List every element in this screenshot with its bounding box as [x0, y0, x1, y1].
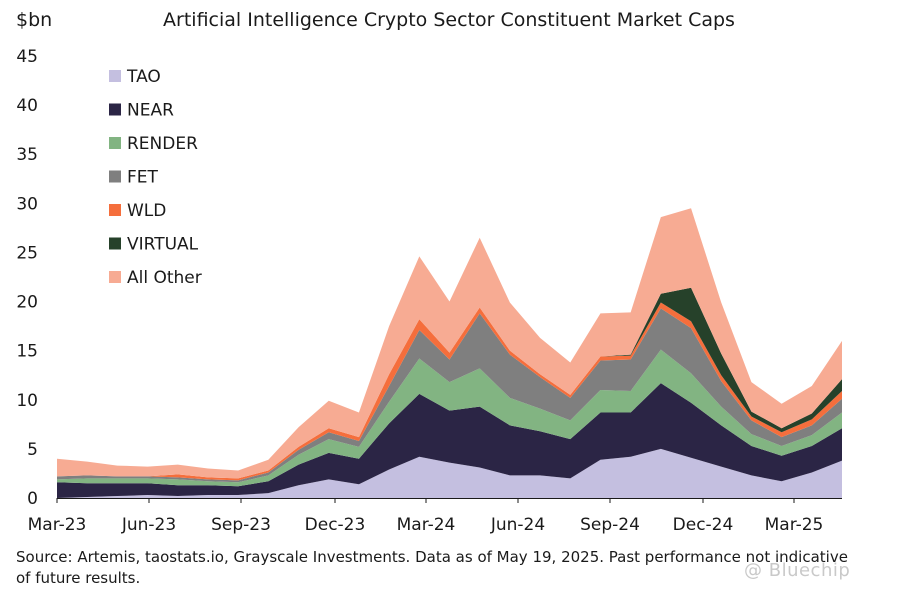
y-tick-label: 15 [16, 342, 38, 362]
y-tick-label: 40 [16, 96, 38, 116]
legend-swatch [109, 103, 121, 116]
y-tick-label: 20 [16, 293, 38, 313]
legend-swatch [109, 170, 121, 183]
legend-swatch [109, 137, 121, 149]
x-axis-ticks: Mar-23 Jun-23 Sep-23 Dec-23 Mar-24 Jun-24 Sep-… [28, 498, 824, 535]
y-tick-label: 5 [27, 440, 38, 460]
stacked-area-layers [57, 208, 842, 498]
y-tick-label: 0 [27, 489, 38, 509]
x-tick-label: Mar-23 [28, 515, 87, 535]
x-tick-label: Sep-24 [580, 515, 640, 535]
area-series-tao [57, 448, 842, 498]
legend-swatch [109, 204, 121, 216]
area-series-render [57, 349, 842, 487]
area-series-fet [57, 308, 842, 483]
legend-label: NEAR [127, 101, 174, 121]
x-tick-label: Dec-24 [673, 515, 734, 535]
y-tick-label: 10 [16, 391, 38, 411]
y-tick-label: 25 [16, 243, 38, 263]
x-tick-label: Jun-23 [121, 515, 176, 535]
watermark-text: @ Bluechip [744, 560, 851, 581]
legend-label: TAO [126, 67, 161, 87]
chart-title: Artificial Intelligence Crypto Sector Co… [163, 9, 735, 31]
y-tick-label: 45 [16, 47, 38, 67]
y-tick-label: 35 [16, 145, 38, 165]
y-axis-unit-label: $bn [16, 9, 52, 31]
legend-label: VIRTUAL [127, 235, 199, 255]
y-tick-label: 30 [16, 194, 38, 214]
x-tick-label: Jun-24 [490, 515, 545, 535]
chart: $bn Artificial Intelligence Crypto Secto… [16, 9, 842, 535]
legend-label: FET [127, 168, 159, 188]
x-tick-label: Mar-25 [765, 515, 824, 535]
legend-swatch [109, 271, 121, 283]
y-axis-ticks: 0 5 10 15 20 25 30 35 40 45 [16, 47, 38, 509]
legend-swatch [109, 70, 121, 82]
legend-swatch [109, 237, 121, 250]
x-tick-label: Mar-24 [397, 515, 456, 535]
legend: TAO NEAR RENDER FET WLD VIRTUAL All Other [109, 67, 202, 288]
x-tick-label: Dec-23 [305, 515, 366, 535]
area-series-near [57, 383, 842, 498]
area-series-all-other [57, 208, 842, 479]
legend-label: WLD [127, 201, 166, 221]
source-note: Source: Artemis, taostats.io, Grayscale … [16, 548, 848, 587]
legend-label: RENDER [127, 134, 198, 154]
legend-label: All Other [127, 268, 202, 288]
x-tick-label: Sep-23 [211, 515, 271, 535]
